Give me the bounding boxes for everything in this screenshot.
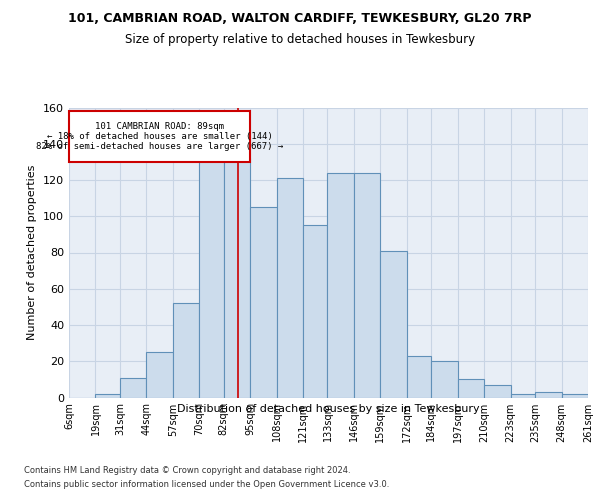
Bar [535,392,562,398]
Bar [380,250,407,398]
Bar [250,207,277,398]
Bar [511,394,535,398]
Bar [562,394,588,398]
Text: Distribution of detached houses by size in Tewkesbury: Distribution of detached houses by size … [178,404,480,414]
Bar [95,394,120,398]
Text: 101, CAMBRIAN ROAD, WALTON CARDIFF, TEWKESBURY, GL20 7RP: 101, CAMBRIAN ROAD, WALTON CARDIFF, TEWK… [68,12,532,26]
Bar [407,356,431,398]
Bar [458,380,484,398]
FancyBboxPatch shape [70,111,250,162]
Text: 101 CAMBRIAN ROAD: 89sqm
← 18% of detached houses are smaller (144)
82% of semi-: 101 CAMBRIAN ROAD: 89sqm ← 18% of detach… [36,122,283,152]
Bar [146,352,173,398]
Text: Contains public sector information licensed under the Open Government Licence v3: Contains public sector information licen… [24,480,389,489]
Bar [277,178,303,398]
Text: Size of property relative to detached houses in Tewkesbury: Size of property relative to detached ho… [125,32,475,46]
Bar [431,361,458,398]
Text: Contains HM Land Registry data © Crown copyright and database right 2024.: Contains HM Land Registry data © Crown c… [24,466,350,475]
Y-axis label: Number of detached properties: Number of detached properties [28,165,37,340]
Bar [354,173,380,398]
Bar [199,160,224,398]
Bar [303,226,328,398]
Bar [328,173,354,398]
Bar [173,303,199,398]
Bar [120,378,146,398]
Bar [224,158,250,398]
Bar [484,385,511,398]
